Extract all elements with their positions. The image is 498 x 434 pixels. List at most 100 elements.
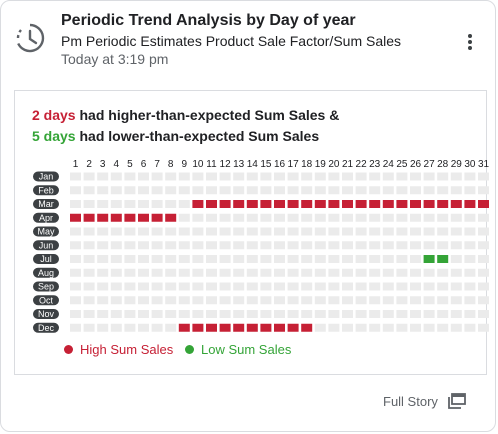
cell-nov-25 <box>396 310 408 318</box>
cell-jan-20 <box>328 172 340 181</box>
cell-mar-3 <box>97 200 109 208</box>
cell-may-11 <box>206 227 217 236</box>
summary-low-line: 5 days had lower-than-expected Sum Sales <box>32 128 319 144</box>
cell-dec-23 <box>369 323 381 332</box>
day-label-18: 18 <box>301 159 313 170</box>
cell-jan-19 <box>314 172 326 181</box>
cell-apr-15 <box>260 213 272 222</box>
cell-jul-10 <box>192 255 204 263</box>
cell-feb-13 <box>233 186 245 195</box>
day-label-5: 5 <box>127 159 133 170</box>
cell-nov-9 <box>178 310 190 318</box>
cell-may-28 <box>437 227 449 236</box>
cell-oct-5 <box>124 296 136 305</box>
cell-aug-5 <box>124 268 136 277</box>
cell-may-3 <box>97 227 109 236</box>
cell-aug-15 <box>260 268 272 277</box>
cell-sep-21 <box>342 282 353 291</box>
cell-apr-29 <box>450 213 462 222</box>
cell-sep-28 <box>437 282 449 291</box>
cell-jan-22 <box>355 172 367 181</box>
cell-mar-4 <box>110 200 122 208</box>
cell-mar-9 <box>178 200 190 208</box>
cell-oct-15 <box>260 296 272 305</box>
cell-sep-27 <box>423 282 435 291</box>
cell-jun-20 <box>328 241 340 250</box>
more-vert-icon <box>468 34 472 38</box>
more-options-button[interactable] <box>461 31 479 51</box>
cell-aug-27 <box>423 268 435 277</box>
cell-mar-16 <box>274 200 285 208</box>
cell-nov-4 <box>110 310 122 318</box>
day-label-26: 26 <box>410 159 422 170</box>
cell-dec-3 <box>97 323 109 332</box>
day-label-7: 7 <box>154 159 160 170</box>
cell-jun-26 <box>410 241 421 250</box>
cell-mar-6 <box>138 200 149 208</box>
cell-sep-29 <box>450 282 462 291</box>
cell-jan-26 <box>410 172 421 181</box>
cell-jul-18 <box>301 255 313 263</box>
cell-aug-21 <box>342 268 353 277</box>
cell-may-31 <box>478 227 489 236</box>
cell-dec-20 <box>328 323 340 332</box>
cell-aug-2 <box>83 268 95 277</box>
cell-oct-13 <box>233 296 245 305</box>
cell-nov-11 <box>206 310 217 318</box>
cell-apr-28 <box>437 213 449 222</box>
cell-sep-16 <box>274 282 285 291</box>
cell-jul-29 <box>450 255 462 263</box>
cell-may-12 <box>219 227 231 236</box>
cell-mar-20 <box>328 200 340 208</box>
cell-apr-6 <box>138 213 149 222</box>
cell-dec-31 <box>478 323 489 332</box>
cell-mar-31 <box>478 200 489 208</box>
cell-aug-19 <box>314 268 326 277</box>
cell-jun-29 <box>450 241 462 250</box>
cell-jun-5 <box>124 241 136 250</box>
cell-feb-15 <box>260 186 272 195</box>
day-label-8: 8 <box>168 159 174 170</box>
cell-oct-26 <box>410 296 421 305</box>
cell-aug-4 <box>110 268 122 277</box>
cell-jun-7 <box>151 241 163 250</box>
cell-aug-20 <box>328 268 340 277</box>
cell-aug-28 <box>437 268 449 277</box>
legend-high: High Sum Sales <box>64 342 173 357</box>
cell-jun-18 <box>301 241 313 250</box>
cell-dec-10 <box>192 323 204 332</box>
cell-jun-2 <box>83 241 95 250</box>
cell-dec-13 <box>233 323 245 332</box>
cell-jun-1 <box>70 241 81 250</box>
cell-dec-1 <box>70 323 81 332</box>
full-story-button[interactable]: Full Story <box>383 393 466 409</box>
cell-dec-6 <box>138 323 149 332</box>
cell-sep-30 <box>464 282 476 291</box>
cell-may-8 <box>165 227 177 236</box>
cell-dec-25 <box>396 323 408 332</box>
cell-jul-26 <box>410 255 421 263</box>
cell-jan-4 <box>110 172 122 181</box>
more-vert-icon-dot <box>468 46 472 50</box>
day-label-2: 2 <box>86 159 92 170</box>
cell-aug-23 <box>369 268 381 277</box>
cell-may-20 <box>328 227 340 236</box>
cell-feb-12 <box>219 186 231 195</box>
cell-sep-22 <box>355 282 367 291</box>
cell-nov-17 <box>287 310 299 318</box>
cell-mar-14 <box>246 200 258 208</box>
cell-oct-20 <box>328 296 340 305</box>
cell-mar-19 <box>314 200 326 208</box>
cell-jan-9 <box>178 172 190 181</box>
svg-text:Dec: Dec <box>38 323 55 333</box>
cell-apr-21 <box>342 213 353 222</box>
cell-oct-6 <box>138 296 149 305</box>
cell-sep-8 <box>165 282 177 291</box>
cell-jun-27 <box>423 241 435 250</box>
cell-jul-8 <box>165 255 177 263</box>
cell-jun-25 <box>396 241 408 250</box>
cell-feb-11 <box>206 186 217 195</box>
cell-apr-18 <box>301 213 313 222</box>
cell-mar-11 <box>206 200 217 208</box>
cell-mar-2 <box>83 200 95 208</box>
